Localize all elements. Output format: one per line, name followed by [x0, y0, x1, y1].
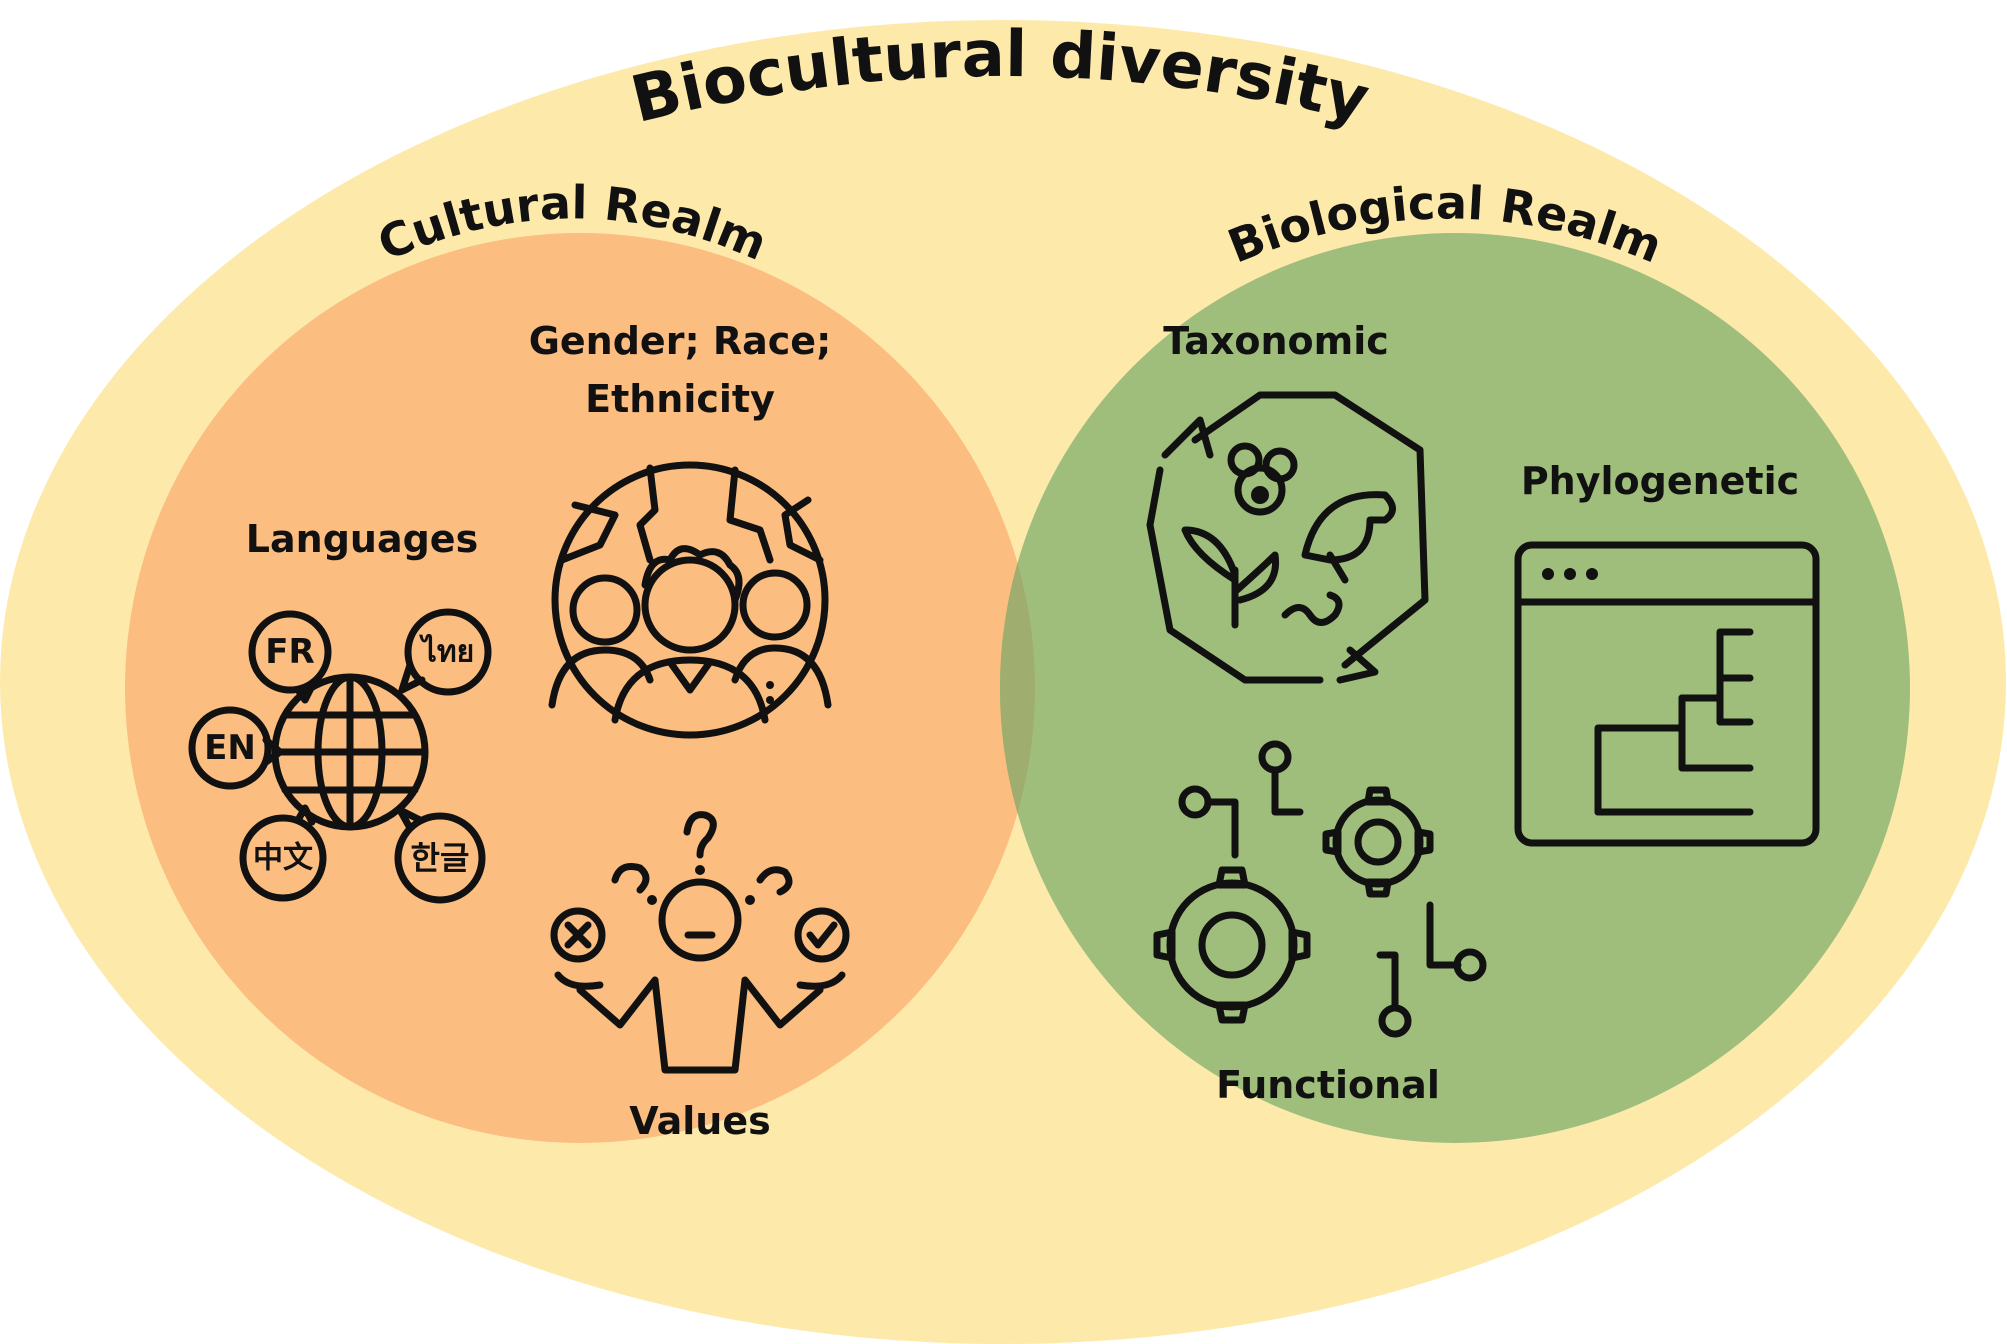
bubble-en-text: EN — [204, 728, 256, 768]
languages-globe-icon: FR ไทย EN 中文 한글 — [188, 608, 492, 904]
phylogeny-window-icon — [1514, 541, 1820, 847]
biodiversity-cycle-icon — [1146, 391, 1429, 684]
gender-race-label-line2: Ethnicity — [585, 377, 775, 421]
globe-people-icon — [548, 461, 832, 739]
phylogenetic-label: Phylogenetic — [1521, 459, 1799, 503]
cultural-realm-circle — [125, 233, 1035, 1143]
biological-realm-circle — [1000, 233, 1910, 1143]
functional-label: Functional — [1216, 1063, 1440, 1107]
gender-race-label-line1: Gender; Race; — [529, 319, 832, 363]
languages-label: Languages — [246, 517, 478, 561]
values-label: Values — [629, 1099, 770, 1143]
person-dilemma-icon — [550, 811, 850, 1074]
taxonomic-label: Taxonomic — [1163, 319, 1389, 363]
bubble-fr-text: FR — [265, 632, 314, 672]
bubble-thai-text: ไทย — [419, 634, 474, 670]
bubble-ko-text: 한글 — [411, 839, 470, 877]
bubble-zh-text: 中文 — [253, 841, 313, 876]
gears-circuit-icon — [1153, 740, 1487, 1038]
